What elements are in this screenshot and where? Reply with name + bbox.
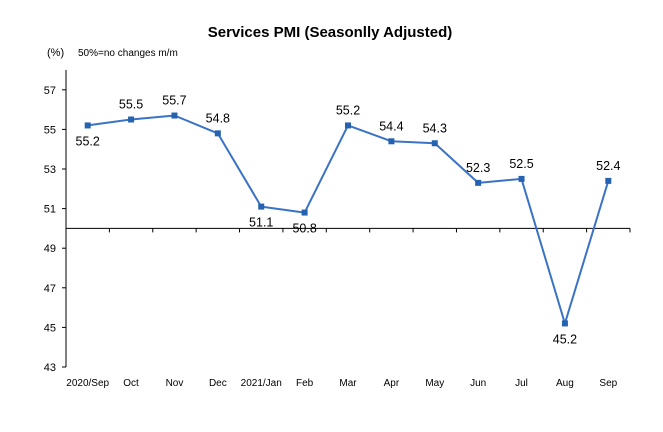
x-tick-label: May <box>425 378 444 389</box>
data-labels: 55.2 55.5 55.7 54.8 51.1 50.8 55.2 54.4 54.3 52.3… <box>76 94 621 347</box>
y-tick-label: 57 <box>44 85 56 97</box>
y-ticks: 43 45 47 49 51 53 55 57 <box>44 85 66 374</box>
data-point-marker <box>605 177 612 184</box>
data-label: 55.2 <box>336 103 360 117</box>
data-label: 54.8 <box>206 111 230 125</box>
data-label: 54.3 <box>423 121 447 135</box>
data-point-marker <box>171 112 178 119</box>
y-tick-label: 55 <box>44 124 56 136</box>
data-point-marker <box>301 209 308 216</box>
x-tick-label: 2021/Jan <box>241 378 282 389</box>
data-point-marker <box>431 140 438 147</box>
x-tick-label: Jun <box>470 378 486 389</box>
chart-title: Services PMI (Seasonlly Adjusted) <box>208 24 453 41</box>
data-point-marker <box>561 320 568 327</box>
data-label: 55.5 <box>119 98 143 112</box>
data-point-marker <box>84 122 91 129</box>
x-ticks: 2020/Sep Oct Nov Dec 2021/Jan Feb Mar Apr May Jun… <box>66 228 631 389</box>
x-tick-label: Apr <box>384 378 400 389</box>
x-tick-label: Feb <box>296 378 314 389</box>
x-tick-label: Mar <box>339 378 357 389</box>
y-tick-label: 45 <box>44 322 56 334</box>
data-label: 52.5 <box>509 157 533 171</box>
y-tick-label: 53 <box>44 164 56 176</box>
y-unit-label: (%) <box>47 47 64 59</box>
data-label: 55.2 <box>76 134 100 148</box>
baseline-note: 50%=no changes m/m <box>78 48 178 59</box>
y-tick-label: 49 <box>44 243 56 255</box>
y-tick-label: 47 <box>44 283 56 295</box>
data-points <box>84 112 612 327</box>
x-tick-label: Dec <box>209 378 227 389</box>
data-label: 55.7 <box>162 94 186 108</box>
data-label: 51.1 <box>249 216 273 230</box>
data-point-marker <box>345 122 351 129</box>
data-label: 52.4 <box>596 159 620 173</box>
data-label: 45.2 <box>553 332 577 346</box>
x-tick-label: Aug <box>556 378 574 389</box>
data-point-marker <box>475 179 482 186</box>
x-tick-label: Nov <box>166 378 184 389</box>
data-label: 50.8 <box>292 222 316 236</box>
data-point-marker <box>214 130 221 137</box>
data-point-marker <box>128 116 135 123</box>
series-line <box>87 114 610 325</box>
y-tick-label: 51 <box>44 204 56 216</box>
data-point-marker <box>258 203 265 210</box>
x-tick-label: Sep <box>599 378 617 389</box>
data-point-marker <box>388 138 395 145</box>
data-label: 52.3 <box>466 161 490 175</box>
data-label: 54.4 <box>379 119 403 133</box>
data-point-marker <box>518 175 525 182</box>
x-tick-label: Jul <box>515 378 528 389</box>
x-tick-label: 2020/Sep <box>66 378 109 389</box>
x-tick-label: Oct <box>123 378 139 389</box>
y-tick-label: 43 <box>44 362 56 374</box>
